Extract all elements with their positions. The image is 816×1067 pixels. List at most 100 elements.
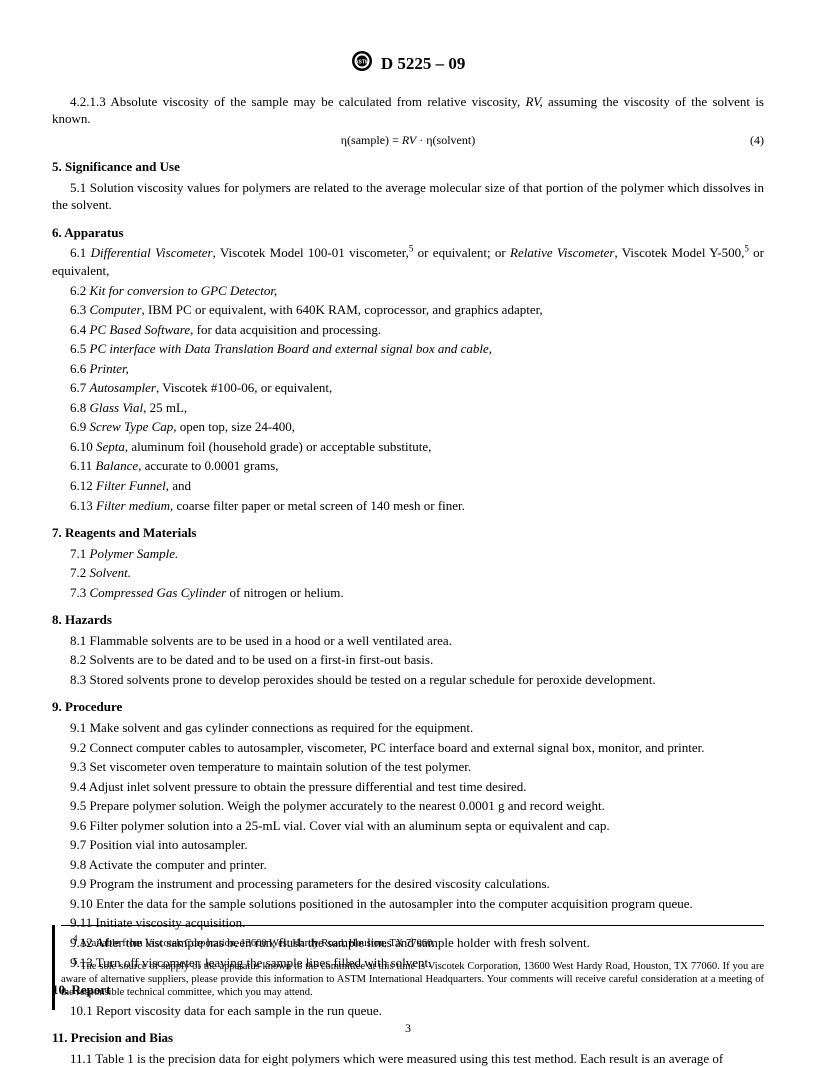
para-7-3: 7.3 Compressed Gas Cylinder of nitrogen …: [52, 584, 764, 602]
equation-4: η(sample) = RV · η(solvent) (4): [52, 132, 764, 148]
term: Screw Type Cap: [90, 419, 174, 434]
term: Compressed Gas Cylinder: [90, 585, 227, 600]
num: 6.7: [70, 380, 90, 395]
para-6-12: 6.12 Filter Funnel, and: [52, 477, 764, 495]
footnote-text: The sole source of supply of the apparat…: [61, 961, 764, 998]
para-6-8: 6.8 Glass Vial, 25 mL,: [52, 399, 764, 417]
num: 6.5: [70, 341, 90, 356]
para-9-3: 9.3 Set viscometer oven temperature to m…: [52, 758, 764, 776]
para-9-4: 9.4 Adjust inlet solvent pressure to obt…: [52, 778, 764, 796]
para-5-1: 5.1 Solution viscosity values for polyme…: [52, 179, 764, 214]
para-9-7: 9.7 Position vial into autosampler.: [52, 836, 764, 854]
para-7-2: 7.2 Solvent.: [52, 564, 764, 582]
eq-num: (4): [750, 132, 764, 148]
para-8-3: 8.3 Stored solvents prone to develop per…: [52, 671, 764, 689]
page-number: 3: [0, 1020, 816, 1036]
term: Autosampler: [90, 380, 156, 395]
text: , for data acquisition and processing.: [190, 322, 381, 337]
num: 6.4: [70, 322, 90, 337]
num: 6.2: [70, 283, 90, 298]
para-9-1: 9.1 Make solvent and gas cylinder connec…: [52, 719, 764, 737]
num: 7.3: [70, 585, 90, 600]
text: , IBM PC or equivalent, with 640K RAM, c…: [142, 302, 543, 317]
svg-text:ASTM: ASTM: [355, 60, 369, 66]
para-6-9: 6.9 Screw Type Cap, open top, size 24-40…: [52, 418, 764, 436]
standard-id: D 5225 – 09: [381, 54, 466, 73]
num: 6.8: [70, 400, 90, 415]
para-6-10: 6.10 Septa, aluminum foil (household gra…: [52, 438, 764, 456]
para-9-8: 9.8 Activate the computer and printer.: [52, 856, 764, 874]
num: 7.1: [70, 546, 90, 561]
term: Relative Viscometer: [510, 245, 614, 260]
para-8-2: 8.2 Solvents are to be dated and to be u…: [52, 651, 764, 669]
para-9-10: 9.10 Enter the data for the sample solut…: [52, 895, 764, 913]
num: 6.3: [70, 302, 90, 317]
term: Filter medium: [96, 498, 170, 513]
text: , Viscotek Model 100-01 viscometer,: [213, 245, 409, 260]
term: Balance: [96, 458, 139, 473]
astm-logo: ASTM: [351, 50, 373, 79]
para-11-1: 11.1 Table 1 is the precision data for e…: [52, 1050, 764, 1067]
para-9-6: 9.6 Filter polymer solution into a 25-mL…: [52, 817, 764, 835]
num: 6.1: [70, 245, 91, 260]
num: 6.6: [70, 361, 90, 376]
text: , Viscotek #100-06, or equivalent,: [156, 380, 332, 395]
footnote-5: 5 The sole source of supply of the appar…: [61, 960, 764, 999]
term: Septa: [96, 439, 125, 454]
text: , Viscotek Model Y-500,: [614, 245, 744, 260]
doc-header: ASTM D 5225 – 09: [52, 50, 764, 79]
text: 4.2.1.3 Absolute viscosity of the sample…: [70, 94, 526, 109]
term: Kit for conversion to GPC Detector,: [90, 283, 278, 298]
num: 7.2: [70, 565, 90, 580]
para-6-13: 6.13 Filter medium, coarse filter paper …: [52, 497, 764, 515]
para-4-2-1-3: 4.2.1.3 Absolute viscosity of the sample…: [52, 93, 764, 128]
text: , coarse filter paper or metal screen of…: [170, 498, 465, 513]
para-7-1: 7.1 Polymer Sample.: [52, 545, 764, 563]
num: 6.11: [70, 458, 96, 473]
term: PC interface with Data Translation Board…: [90, 341, 493, 356]
term: Glass Vial: [90, 400, 144, 415]
text: , aluminum foil (household grade) or acc…: [125, 439, 432, 454]
para-6-2: 6.2 Kit for conversion to GPC Detector,: [52, 282, 764, 300]
text: , and: [166, 478, 191, 493]
text: , open top, size 24-400,: [173, 419, 295, 434]
section-9-head: 9. Procedure: [52, 698, 764, 716]
section-5-head: 5. Significance and Use: [52, 158, 764, 176]
num: 6.12: [70, 478, 96, 493]
eq-text: η(sample) = RV · η(solvent): [341, 133, 475, 147]
para-6-11: 6.11 Balance, accurate to 0.0001 grams,: [52, 457, 764, 475]
text: , accurate to 0.0001 grams,: [138, 458, 278, 473]
footnotes: 4 Available from Viscotek Corporation, 1…: [52, 925, 764, 1010]
para-6-5: 6.5 PC interface with Data Translation B…: [52, 340, 764, 358]
section-8-head: 8. Hazards: [52, 611, 764, 629]
footnote-rule: [61, 925, 764, 926]
para-9-9: 9.9 Program the instrument and processin…: [52, 875, 764, 893]
para-8-1: 8.1 Flammable solvents are to be used in…: [52, 632, 764, 650]
term: Polymer Sample.: [90, 546, 179, 561]
term: Filter Funnel: [96, 478, 166, 493]
section-7-head: 7. Reagents and Materials: [52, 524, 764, 542]
term: Solvent.: [90, 565, 132, 580]
para-6-4: 6.4 PC Based Software, for data acquisit…: [52, 321, 764, 339]
num: 6.10: [70, 439, 96, 454]
rv-italic: RV,: [526, 94, 543, 109]
para-6-3: 6.3 Computer, IBM PC or equivalent, with…: [52, 301, 764, 319]
para-6-7: 6.7 Autosampler, Viscotek #100-06, or eq…: [52, 379, 764, 397]
term: Printer,: [90, 361, 129, 376]
text: of nitrogen or helium.: [226, 585, 343, 600]
para-6-1: 6.1 Differential Viscometer, Viscotek Mo…: [52, 244, 764, 279]
text: or equivalent; or: [413, 245, 510, 260]
para-9-2: 9.2 Connect computer cables to autosampl…: [52, 739, 764, 757]
footnote-text: Available from Viscotek Corporation, 136…: [78, 938, 435, 949]
para-9-5: 9.5 Prepare polymer solution. Weigh the …: [52, 797, 764, 815]
change-bar: [52, 925, 55, 1010]
text: , 25 mL,: [143, 400, 187, 415]
para-6-6: 6.6 Printer,: [52, 360, 764, 378]
footnote-4: 4 Available from Viscotek Corporation, 1…: [61, 937, 764, 950]
section-6-head: 6. Apparatus: [52, 224, 764, 242]
num: 6.13: [70, 498, 96, 513]
num: 6.9: [70, 419, 90, 434]
term: PC Based Software: [90, 322, 191, 337]
term: Computer: [90, 302, 142, 317]
term: Differential Viscometer: [91, 245, 213, 260]
